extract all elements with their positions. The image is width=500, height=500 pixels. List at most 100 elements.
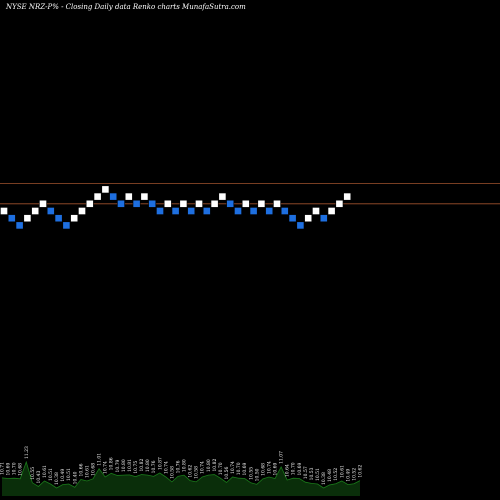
volume-label: 10.87 — [157, 457, 163, 470]
renko-brick-up — [257, 199, 266, 208]
volume-label: 10.52 — [351, 468, 357, 481]
renko-brick-up — [210, 199, 219, 208]
renko-brick-down — [132, 199, 141, 208]
volume-label: 10.75 — [133, 461, 139, 474]
volume-label: 10.55 — [248, 467, 254, 480]
volume-label: 11.23 — [24, 446, 30, 459]
renko-brick-down — [280, 207, 289, 215]
renko-brick-up — [31, 207, 40, 215]
renko-brick-down — [226, 199, 235, 208]
renko-brick-up — [241, 199, 250, 208]
volume-label: 10.62 — [188, 465, 194, 478]
volume-label: 10.62 — [358, 465, 364, 478]
volume-label: 10.80 — [182, 459, 188, 472]
renko-brick-down — [15, 221, 24, 230]
volume-label: 10.43 — [36, 470, 42, 483]
renko-brick-down — [171, 207, 180, 215]
renko-brick-down — [202, 207, 211, 215]
volume-label: 10.58 — [194, 466, 200, 479]
volume-label: 10.55 — [30, 467, 36, 480]
volume-label: 10.64 — [285, 464, 291, 477]
volume-label: 10.82 — [139, 459, 145, 472]
renko-brick-up — [39, 199, 47, 208]
volume-label: 10.50 — [254, 468, 260, 481]
volume-label: 10.49 — [60, 469, 66, 482]
renko-brick-up — [273, 199, 281, 208]
renko-brick-down — [46, 207, 55, 215]
volume-fill — [2, 462, 360, 496]
renko-brick-down — [117, 199, 125, 208]
volume-label: 11.07 — [279, 451, 285, 464]
volume-label: 10.48 — [327, 469, 333, 482]
volume-label: 10.74 — [266, 461, 272, 474]
renko-brick-down — [288, 214, 297, 223]
volume-label: 10.38 — [321, 472, 327, 485]
volume-label: 10.61 — [339, 465, 345, 478]
renko-brick-down — [319, 214, 328, 223]
volume-label: 10.57 — [303, 466, 309, 479]
renko-brick-up — [195, 199, 203, 208]
volume-label: 10.51 — [315, 468, 321, 481]
volume-label: 10.70 — [218, 462, 224, 475]
volume-label: 10.68 — [18, 463, 24, 476]
volume-label: 10.80 — [145, 459, 151, 472]
renko-brick-down — [54, 214, 63, 223]
volume-label: 10.66 — [78, 463, 84, 476]
volume-label: 10.70 — [12, 462, 18, 475]
volume-line — [1, 460, 361, 489]
volume-label: 10.74 — [200, 461, 206, 474]
renko-brick-down — [249, 207, 258, 215]
renko-brick-down — [187, 207, 196, 215]
volume-label: 10.61 — [84, 465, 90, 478]
volume-label: 10.69 — [6, 463, 12, 476]
renko-brick-down — [296, 221, 305, 230]
reference-lines — [0, 183, 500, 205]
volume-label: 10.74 — [230, 461, 236, 474]
renko-brick-up — [304, 214, 313, 223]
volume-label: 10.56 — [224, 466, 230, 479]
chart-title: NYSE NRZ-P% - Closing Daily data Renko c… — [5, 3, 246, 11]
renko-brick-up — [163, 199, 172, 208]
volume-label: 10.52 — [333, 468, 339, 481]
renko-brick-up — [70, 214, 79, 223]
volume-label: 10.81 — [127, 459, 133, 472]
volume-area — [1, 460, 361, 496]
renko-brick-down — [265, 207, 274, 215]
volume-label: 10.69 — [242, 463, 248, 476]
volume-label: 10.69 — [273, 463, 279, 476]
renko-brick-up — [335, 199, 344, 208]
volume-label: 10.79 — [115, 459, 121, 472]
renko-brick-up — [179, 199, 188, 208]
volume-label: 10.40 — [72, 471, 78, 484]
volume-label: 10.74 — [163, 461, 169, 474]
renko-brick-down — [234, 207, 242, 215]
volume-label: 10.53 — [309, 467, 315, 480]
volume-label: 10.51 — [66, 468, 72, 481]
renko-brick-up — [140, 192, 149, 201]
volume-label: 10.76 — [151, 460, 157, 473]
volume-label: 11.01 — [97, 453, 103, 466]
volume-label: 10.80 — [121, 459, 127, 472]
volume-label: 10.71 — [0, 462, 6, 475]
renko-brick-up — [78, 207, 86, 215]
volume-label: 10.70 — [236, 462, 242, 475]
volume-label: 10.51 — [48, 468, 54, 481]
renko-brick-up — [23, 214, 32, 223]
renko-brick-down — [109, 192, 118, 201]
renko-brick-up — [85, 199, 94, 208]
renko-brick-up — [218, 192, 227, 201]
renko-brick-down — [148, 199, 157, 208]
volume-label: 10.38 — [54, 472, 60, 485]
volume-label: 10.86 — [109, 457, 115, 470]
volume-label: 10.82 — [212, 459, 218, 472]
renko-brick-down — [7, 214, 16, 223]
volume-label: 10.80 — [206, 459, 212, 472]
volume-label: 10.68 — [260, 463, 266, 476]
volume-label: 10.68 — [91, 463, 97, 476]
renko-bricks — [0, 185, 352, 230]
volume-label: 10.69 — [297, 463, 303, 476]
volume-label: 10.61 — [42, 465, 48, 478]
volume-label: 10.49 — [345, 469, 351, 482]
